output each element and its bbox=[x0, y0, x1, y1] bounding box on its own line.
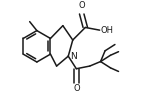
Text: N: N bbox=[70, 52, 77, 61]
Text: OH: OH bbox=[101, 26, 114, 35]
Text: O: O bbox=[73, 84, 80, 93]
Text: O: O bbox=[78, 1, 85, 10]
